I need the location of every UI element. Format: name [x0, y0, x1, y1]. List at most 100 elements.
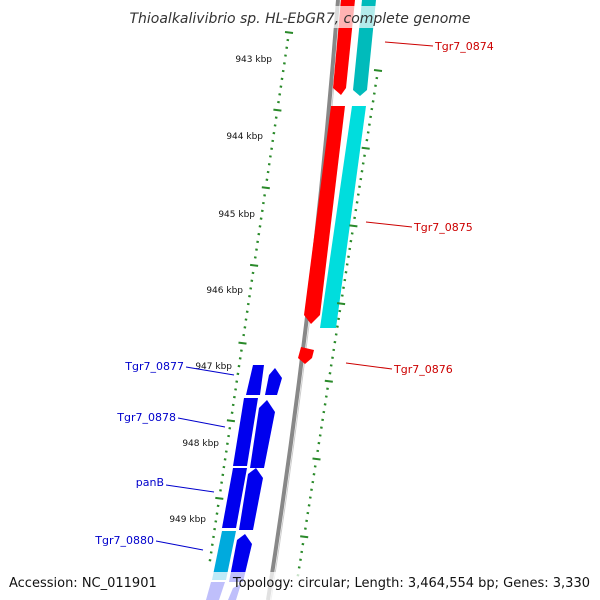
inner-scale-minor-tick [249, 287, 253, 290]
scale-label-947: 947 kbp [195, 362, 232, 372]
outer-scale-minor-tick [329, 364, 333, 367]
inner-scale-minor-tick [214, 520, 218, 523]
gene-tgr7-0880-cds[interactable] [229, 534, 252, 582]
inner-scale-minor-tick [212, 535, 215, 539]
outer-scale-minor-tick [318, 434, 322, 437]
inner-scale-minor-tick [266, 170, 270, 174]
inner-scale-minor-tick [210, 543, 214, 546]
outer-scale-minor-tick [340, 294, 344, 297]
label-tgr7-0875[interactable]: Tgr7_0875 [413, 221, 473, 234]
inner-scale-minor-tick [261, 201, 265, 205]
inner-scale-minor-tick [225, 442, 229, 445]
label-tgr7-0874[interactable]: Tgr7_0874 [434, 40, 494, 53]
inner-scale-minor-tick [213, 527, 217, 531]
leader-tgr7-0876 [345, 362, 393, 370]
inner-scale-minor-tick [263, 194, 267, 197]
outer-scale-minor-tick [347, 255, 350, 258]
inner-scale-minor-tick [222, 465, 226, 469]
inner-scale-minor-tick [274, 116, 278, 119]
inner-scale-minor-tick [267, 163, 271, 166]
outer-scale-minor-tick [370, 107, 374, 111]
inner-scale-minor-tick [237, 364, 241, 368]
gene-tgr7-0878-cds-2[interactable] [250, 400, 275, 468]
outer-scale-minor-tick [297, 566, 301, 569]
inner-scale-major-tick [284, 31, 294, 34]
gene-tgr7-0875-feature[interactable] [320, 106, 366, 328]
reverse-gene-labels: Tgr7_0877 Tgr7_0878 panB Tgr7_0880 [94, 360, 235, 551]
gene-tgr7-0878-cds[interactable] [233, 398, 258, 466]
outer-scale-minor-tick [355, 201, 359, 204]
map-title: Thioalkalivibrio sp. HL-EbGR7, complete … [129, 11, 470, 27]
gene-tgr7-0877-cds[interactable] [246, 365, 264, 395]
outer-scale-minor-tick [301, 542, 305, 546]
inner-scale-major-tick [226, 419, 236, 423]
inner-scale-minor-tick [239, 349, 243, 352]
inner-scale-major-tick [249, 263, 259, 267]
outer-scale-major-tick [336, 302, 346, 306]
outer-scale-minor-tick [324, 395, 328, 398]
outer-scale-minor-tick [331, 356, 334, 359]
outer-scale-minor-tick [337, 317, 341, 321]
inner-scale-minor-tick [255, 248, 258, 251]
inner-scale-minor-tick [209, 551, 213, 554]
inner-scale-minor-tick [281, 69, 285, 73]
scale-label-943: 943 kbp [235, 55, 272, 65]
outer-scale-minor-tick [303, 527, 307, 530]
outer-scale-major-tick [373, 69, 383, 72]
forward-strand [298, 0, 376, 364]
gene-tgr7-0877-cds-2[interactable] [265, 368, 282, 395]
accession-text: Accession: NC_011901 [9, 576, 157, 591]
inner-scale-minor-tick [221, 473, 225, 477]
leader-tgr7-0874 [384, 41, 434, 47]
gene-panb-cds[interactable] [222, 468, 247, 528]
inner-scale-minor-tick [268, 155, 272, 158]
outer-scale-minor-tick [361, 162, 365, 165]
inner-scale-minor-tick [277, 100, 280, 104]
inner-scale-minor-tick [285, 46, 289, 49]
outer-scale-minor-tick [328, 372, 332, 375]
outer-scale-minor-tick [322, 410, 326, 414]
outer-scale-minor-tick [358, 185, 361, 188]
label-tgr7-0877[interactable]: Tgr7_0877 [124, 360, 184, 373]
outer-scale-minor-tick [326, 387, 329, 390]
leader-tgr7-0877 [185, 366, 235, 376]
outer-scale-minor-tick [344, 271, 348, 274]
inner-scale-minor-tick [265, 178, 269, 181]
outer-scale-minor-tick [334, 333, 338, 336]
inner-scale-minor-tick [258, 225, 262, 228]
scale-labels: 943 kbp 944 kbp 945 kbp 946 kbp 947 kbp … [169, 55, 272, 525]
inner-scale-minor-tick [224, 450, 228, 453]
outer-scale-major-tick [349, 224, 358, 228]
inner-scale-minor-tick [257, 232, 261, 236]
label-tgr7-0878[interactable]: Tgr7_0878 [116, 411, 176, 424]
outer-scale-minor-tick [374, 84, 377, 87]
outer-scale-minor-tick [311, 480, 315, 484]
label-panb[interactable]: panB [136, 476, 164, 489]
inner-scale-minor-tick [245, 310, 249, 313]
gene-tgr7-0876-cds[interactable] [298, 347, 314, 364]
label-tgr7-0880[interactable]: Tgr7_0880 [94, 534, 154, 547]
outer-scale-minor-tick [335, 325, 339, 328]
outer-scale-minor-tick [366, 131, 370, 134]
outer-scale-minor-tick [321, 418, 325, 422]
label-tgr7-0876[interactable]: Tgr7_0876 [393, 363, 453, 376]
gene-tgr7-0875-cds[interactable] [304, 106, 345, 324]
outer-scale-minor-tick [369, 115, 373, 119]
inner-scale-minor-tick [242, 333, 246, 337]
outer-scale-minor-tick [375, 76, 379, 80]
outer-scale-minor-tick [316, 449, 320, 453]
outer-scale-minor-tick [356, 193, 360, 196]
outer-scale-minor-tick [367, 123, 371, 126]
outer-scale-minor-tick [308, 496, 312, 499]
leader-tgr7-0875 [365, 221, 413, 228]
inner-scale-minor-tick [216, 504, 220, 508]
outer-scale-minor-tick [313, 465, 317, 468]
scale-label-946: 946 kbp [206, 286, 243, 296]
gene-panb-cds-2[interactable] [239, 468, 263, 530]
outer-scale-minor-tick [338, 309, 342, 313]
inner-scale-minor-tick [253, 256, 257, 259]
scale-label-945: 945 kbp [218, 210, 255, 220]
leader-tgr7-0880 [155, 540, 204, 551]
inner-scale-minor-tick [260, 209, 264, 213]
gene-tgr7-0880-feature[interactable] [212, 531, 236, 580]
